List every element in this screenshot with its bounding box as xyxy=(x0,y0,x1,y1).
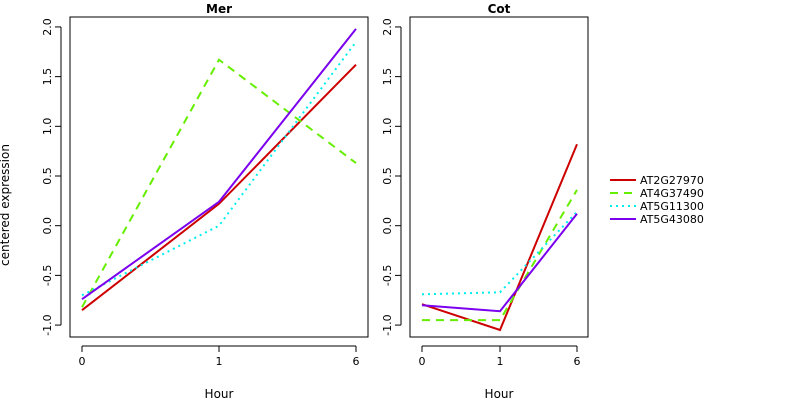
series-line-at5g11300 xyxy=(421,211,578,296)
series-line-at2g27970 xyxy=(81,63,357,311)
y-tick-label: -1.0 xyxy=(381,314,394,335)
x-axis-label: Hour xyxy=(205,387,234,400)
x-tick-label: 0 xyxy=(419,355,426,368)
y-tick-label: 2.0 xyxy=(41,18,54,36)
series-line-at5g43080 xyxy=(421,213,578,313)
legend-label: AT2G27970 xyxy=(640,174,704,187)
series-line-at4g37490 xyxy=(81,58,357,308)
y-tick-label: 1.0 xyxy=(381,118,394,136)
legend-label: AT5G11300 xyxy=(640,200,704,213)
y-tick-label: 1.5 xyxy=(41,68,54,86)
y-tick-label: 2.0 xyxy=(381,18,394,36)
panel-title: Mer xyxy=(206,2,232,16)
x-tick-label: 1 xyxy=(497,355,504,368)
panel-cot: Cot -1.0 -0.5 0.0 0.5 1.0 1.5 2.0 0 1 6 Hour xyxy=(381,2,589,400)
chart-panels: Mer -1.0 -0.5 0.0 0.5 1.0 1.5 2.0 0 1 6 Hour Cot -1.0… xyxy=(41,2,589,400)
y-axis-label: centered expression xyxy=(0,144,12,266)
y-tick-label: 0.5 xyxy=(41,167,54,185)
y-tick-label: 0.5 xyxy=(381,167,394,185)
series-line-at5g43080 xyxy=(81,28,357,301)
y-tick-label: 0.0 xyxy=(381,217,394,235)
legend-label: AT5G43080 xyxy=(640,213,704,226)
series-line-at2g27970 xyxy=(421,143,578,332)
y-tick-label: -0.5 xyxy=(41,265,54,286)
plot-frame xyxy=(409,16,589,338)
y-tick-label: 1.5 xyxy=(381,68,394,86)
panel-mer: Mer -1.0 -0.5 0.0 0.5 1.0 1.5 2.0 0 1 6 Hour xyxy=(41,2,369,400)
series-line-at4g37490 xyxy=(422,189,578,322)
y-tick-label: -1.0 xyxy=(41,314,54,335)
series-line-at5g11300 xyxy=(81,41,357,297)
x-tick-label: 1 xyxy=(216,355,223,368)
x-axis-label: Hour xyxy=(485,387,514,400)
panel-title: Cot xyxy=(488,2,511,16)
x-tick-label: 0 xyxy=(79,355,86,368)
plot-frame xyxy=(69,16,369,338)
legend-label: AT4G37490 xyxy=(640,187,704,200)
y-tick-label: -0.5 xyxy=(381,265,394,286)
x-tick-label: 6 xyxy=(353,355,360,368)
y-tick-label: 1.0 xyxy=(41,118,54,136)
y-tick-label: 0.0 xyxy=(41,217,54,235)
x-tick-label: 6 xyxy=(574,355,581,368)
